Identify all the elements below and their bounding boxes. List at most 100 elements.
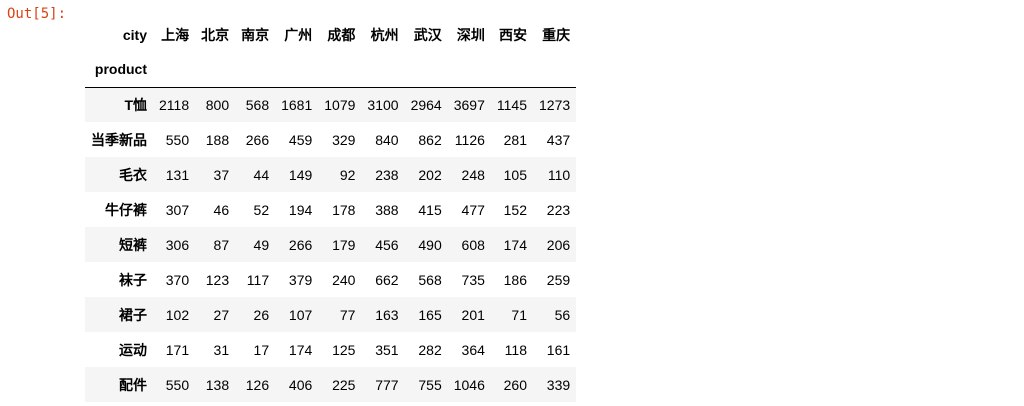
column-header: 西安	[499, 26, 527, 43]
table-cell: 266	[288, 236, 313, 253]
table-cell: 2118	[159, 96, 190, 113]
table-row: 袜子 370 123 117 379 240 662 568 735 186 259	[85, 262, 577, 297]
table-row: 毛衣 131 37 44 149 92 238 202 248 105 110	[85, 157, 577, 192]
column-header: 北京	[201, 26, 230, 43]
table-cell: 174	[503, 236, 527, 253]
index-name-spacer	[275, 52, 319, 88]
table-cell: 282	[418, 341, 442, 358]
table-cell: 568	[418, 271, 442, 288]
row-index-label: T恤	[124, 96, 147, 113]
column-header: 南京	[241, 26, 270, 43]
table-cell: 281	[503, 131, 527, 148]
table-cell: 490	[418, 236, 442, 253]
column-header: 上海	[161, 26, 190, 43]
table-cell: 351	[375, 341, 399, 358]
table-cell: 77	[339, 306, 356, 323]
column-header: 杭州	[370, 26, 399, 43]
table-cell: 179	[332, 236, 356, 253]
table-cell: 27	[213, 306, 230, 323]
table-cell: 37	[213, 166, 230, 183]
columns-header-row: city 上海 北京 南京 广州 成都 杭州 武汉 深圳 西安 重庆	[85, 17, 576, 52]
table-cell: 3697	[453, 96, 485, 113]
table-cell: 223	[546, 201, 571, 218]
table-cell: 201	[461, 306, 485, 323]
index-name-spacer	[533, 52, 577, 88]
row-index-label: 配件	[119, 376, 147, 393]
row-index-label: 毛衣	[119, 166, 147, 183]
dataframe-header: city 上海 北京 南京 广州 成都 杭州 武汉 深圳 西安 重庆 product	[85, 17, 577, 88]
table-cell: 194	[288, 201, 313, 218]
table-cell: 46	[213, 201, 230, 218]
table-cell: 161	[546, 341, 571, 358]
column-header: 深圳	[456, 26, 485, 43]
table-cell: 307	[165, 201, 190, 218]
row-index-label: 当季新品	[91, 131, 147, 148]
table-cell: 1681	[281, 96, 313, 113]
table-cell: 49	[253, 236, 270, 253]
table-cell: 123	[205, 271, 230, 288]
table-cell: 149	[288, 166, 313, 183]
column-header: 重庆	[542, 26, 571, 43]
dataframe-container: city 上海 北京 南京 广州 成都 杭州 武汉 深圳 西安 重庆 product T恤 2118…	[85, 17, 577, 402]
column-header: 成都	[327, 26, 356, 43]
table-cell: 52	[253, 201, 270, 218]
table-cell: 608	[461, 236, 485, 253]
dataframe-body: T恤 2118 800 568 1681 1079 3100 2964 3697 1145 1273…	[85, 87, 577, 402]
table-cell: 568	[245, 96, 270, 113]
table-cell: 406	[288, 376, 313, 393]
table-cell: 186	[503, 271, 527, 288]
table-cell: 240	[332, 271, 356, 288]
table-cell: 163	[375, 306, 399, 323]
row-index-label: 运动	[119, 341, 147, 358]
index-name-spacer	[447, 52, 491, 88]
table-cell: 329	[332, 131, 356, 148]
table-cell: 26	[253, 306, 270, 323]
table-cell: 138	[205, 376, 230, 393]
table-cell: 87	[213, 236, 230, 253]
table-cell: 370	[165, 271, 190, 288]
table-cell: 800	[205, 96, 230, 113]
table-cell: 477	[461, 201, 485, 218]
row-index-label: 短裤	[119, 236, 147, 253]
table-cell: 266	[245, 131, 270, 148]
index-name-spacer	[153, 52, 196, 88]
table-cell: 238	[375, 166, 399, 183]
table-cell: 118	[504, 341, 527, 358]
table-cell: 56	[554, 306, 571, 323]
table-row: 运动 171 31 17 174 125 351 282 364 118 161	[85, 332, 577, 367]
table-cell: 437	[546, 131, 571, 148]
table-cell: 202	[418, 166, 442, 183]
table-cell: 415	[418, 201, 442, 218]
table-cell: 105	[503, 166, 527, 183]
table-cell: 2964	[410, 96, 442, 113]
table-cell: 662	[375, 271, 399, 288]
index-name-spacer	[195, 52, 236, 88]
table-cell: 260	[503, 376, 527, 393]
table-cell: 755	[418, 376, 442, 393]
table-cell: 188	[205, 131, 230, 148]
table-cell: 1079	[324, 96, 356, 113]
table-cell: 44	[253, 166, 270, 183]
index-name-spacer	[490, 52, 533, 88]
table-cell: 125	[332, 341, 356, 358]
table-cell: 735	[461, 271, 485, 288]
table-cell: 259	[546, 271, 571, 288]
table-cell: 152	[503, 201, 527, 218]
table-cell: 379	[288, 271, 313, 288]
table-cell: 206	[546, 236, 571, 253]
table-cell: 550	[165, 376, 190, 393]
table-cell: 131	[165, 166, 190, 183]
row-index-label: 袜子	[119, 271, 147, 288]
table-cell: 174	[288, 341, 313, 358]
index-name-row: product	[85, 52, 577, 88]
index-name-spacer	[235, 52, 276, 88]
table-row: 当季新品 550 188 266 459 329 840 862 1126 281 437	[85, 122, 577, 157]
table-cell: 102	[165, 306, 190, 323]
table-cell: 1126	[454, 131, 485, 148]
table-row: 裙子 102 27 26 107 77 163 165 201 71 56	[85, 297, 577, 332]
table-cell: 388	[375, 201, 399, 218]
table-cell: 92	[339, 166, 356, 183]
dataframe-table: city 上海 北京 南京 广州 成都 杭州 武汉 深圳 西安 重庆 product T恤 2118…	[85, 17, 577, 402]
table-cell: 3100	[367, 96, 399, 113]
row-index-label: 裙子	[119, 306, 147, 323]
